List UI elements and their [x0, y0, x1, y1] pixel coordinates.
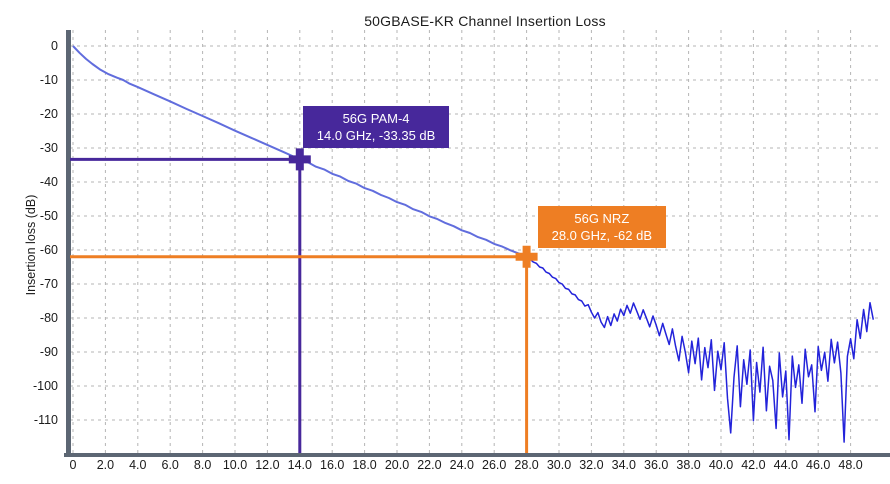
y-tick-label: -40	[39, 175, 58, 189]
x-axis-spine	[64, 453, 890, 457]
x-tick-label: 38.0	[676, 458, 701, 472]
x-tick-label: 18.0	[352, 458, 377, 472]
y-tick-label: -80	[39, 311, 58, 325]
x-tick-label: 14.0	[287, 458, 312, 472]
annotation-56g-pam4[interactable]: 56G PAM-4 14.0 GHz, -33.35 dB	[302, 106, 450, 149]
y-tick-label: -50	[39, 209, 58, 223]
x-tick-label: 2.0	[96, 458, 115, 472]
y-tick-label: -90	[39, 345, 58, 359]
x-tick-label: 20.0	[384, 458, 410, 472]
x-tick-label: 44.0	[773, 458, 798, 472]
x-tick-label: 24.0	[449, 458, 474, 472]
x-tick-label: 22.0	[417, 458, 442, 472]
x-tick-label: 40.0	[708, 458, 734, 472]
x-tick-label: 46.0	[806, 458, 831, 472]
x-tick-label: 16.0	[320, 458, 345, 472]
y-tick-label: -110	[33, 413, 58, 427]
y-tick-label: -30	[39, 141, 58, 155]
x-tick-label: 6.0	[161, 458, 179, 472]
y-tick-label: -20	[39, 107, 58, 121]
y-axis-tick-labels: 0 -10 -20 -30 -40 -50 -60 -70 -80 -90 -100 -110	[0, 0, 58, 484]
annotation-value: 28.0 GHz, -62 dB	[551, 227, 653, 243]
y-axis-spine	[66, 30, 71, 457]
marker-56g-nrz[interactable]	[515, 245, 538, 268]
chart-title: 50GBASE-KR Channel Insertion Loss	[364, 13, 606, 29]
x-tick-label: 8.0	[193, 458, 212, 472]
x-tick-label: 0	[69, 458, 77, 472]
annotation-title: 56G NRZ	[574, 210, 630, 226]
y-tick-label: 0	[51, 39, 58, 53]
x-tick-label: 36.0	[644, 458, 669, 472]
annotation-56g-nrz[interactable]: 56G NRZ 28.0 GHz, -62 dB	[537, 205, 667, 248]
x-axis-tick-labels: 0 2.0 4.0 6.0 8.0 10.0 12.0 14.0 16.0 18.0 20.0 22.…	[0, 458, 890, 476]
x-tick-label: 30.0	[546, 458, 572, 472]
x-tick-label: 26.0	[482, 458, 507, 472]
y-tick-label: -10	[39, 73, 58, 87]
annotation-title: 56G PAM-4	[342, 111, 410, 127]
x-tick-label: 10.0	[222, 458, 248, 472]
x-tick-label: 48.0	[838, 458, 863, 472]
y-tick-label: -70	[39, 277, 58, 291]
x-tick-label: 32.0	[579, 458, 604, 472]
x-tick-label: 28.0	[514, 458, 539, 472]
y-tick-label: -100	[32, 379, 58, 393]
annotation-value: 14.0 GHz, -33.35 dB	[316, 128, 436, 144]
y-tick-label: -60	[39, 243, 58, 257]
marker-56g-pam4[interactable]	[288, 148, 311, 171]
series-line-smooth	[72, 45, 527, 258]
x-tick-label: 34.0	[611, 458, 636, 472]
x-tick-label: 4.0	[129, 458, 147, 472]
series-line-noisy	[526, 256, 875, 443]
x-tick-label: 42.0	[741, 458, 766, 472]
x-tick-label: 12.0	[255, 458, 280, 472]
